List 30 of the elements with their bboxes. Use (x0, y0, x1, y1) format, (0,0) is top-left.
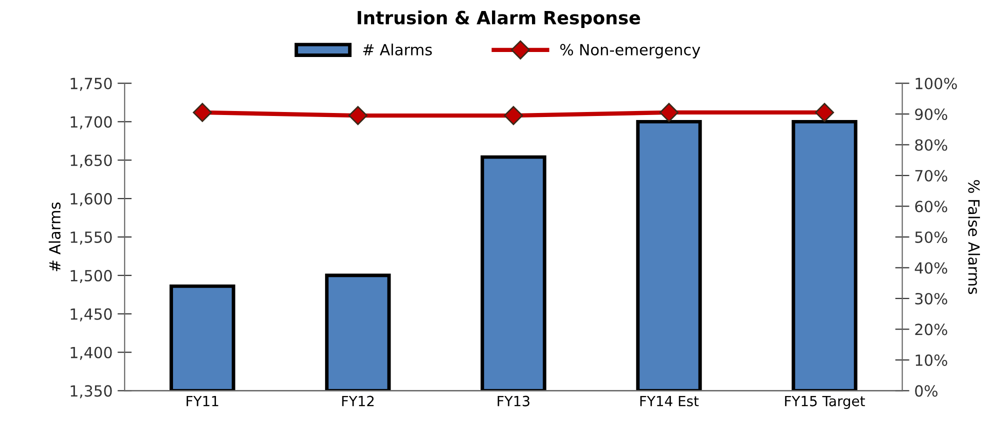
y-tick-label: 1,400 (70, 346, 112, 360)
y2-tick-label: 50% (915, 231, 948, 244)
y2-tick-label: 20% (915, 324, 948, 336)
legend-label: % Non-emergency (560, 44, 700, 58)
y-tick-label: 1,350 (70, 385, 112, 398)
y-tick-label: 1,750 (70, 78, 112, 91)
y-tick-label: 1,600 (70, 193, 112, 206)
legend-label: # Alarms (363, 44, 432, 56)
y-tick-label: 1,500 (70, 270, 112, 283)
y-tick-label: 1,550 (70, 231, 112, 245)
y2-tick-label: 80% (915, 139, 948, 151)
x-tick-label: FY14 Est (640, 396, 699, 406)
y2-tick-label: 90% (915, 108, 948, 120)
x-tick-label: FY13 (498, 396, 530, 406)
y-tick-label: 1,700 (70, 116, 112, 130)
y2-tick-label: 60% (915, 200, 948, 212)
y-tick-label: 1,450 (70, 308, 112, 322)
x-tick-label: FY12 (342, 396, 374, 406)
y2-tick-label: 40% (914, 262, 948, 274)
y2-tick-label: 0% (915, 385, 938, 397)
y2-axis-title: % False Alarms (968, 180, 980, 294)
y-axis-title: # Alarms (48, 202, 61, 272)
x-tick-label: FY15 Target (785, 396, 865, 410)
y2-tick-label: 100% (916, 78, 957, 90)
y2-tick-label: 70% (915, 170, 948, 182)
x-tick-label: FY11 (186, 396, 218, 406)
chart-title: Intrusion & Alarm Response (358, 10, 640, 28)
y-tick-label: 1,650 (70, 154, 112, 168)
y2-tick-label: 10% (916, 354, 948, 366)
y2-tick-label: 30% (915, 292, 948, 304)
